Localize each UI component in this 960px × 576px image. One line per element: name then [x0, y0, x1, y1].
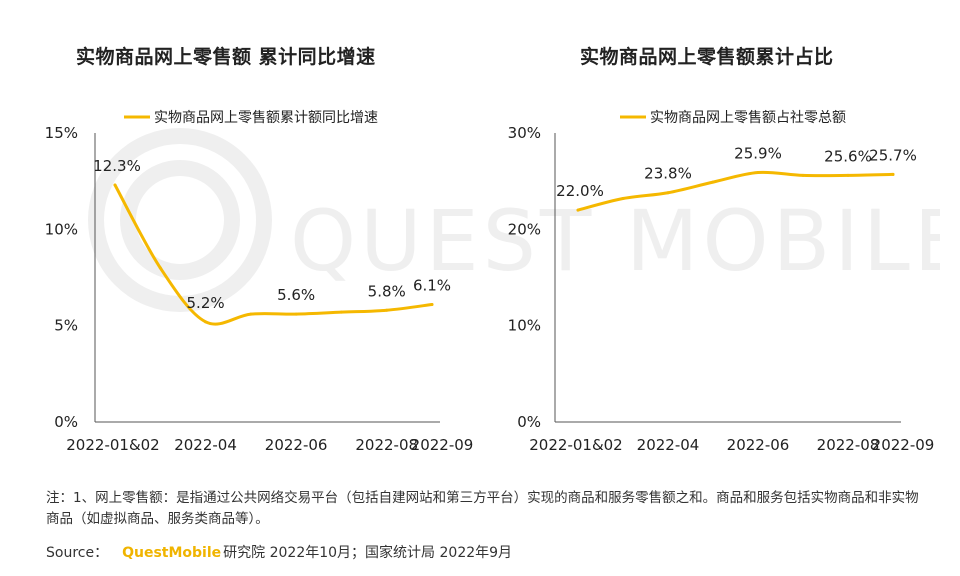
data-label: 25.7% — [869, 146, 917, 164]
y-tick-label: 0% — [517, 413, 541, 431]
data-point — [158, 266, 162, 270]
growth-rate-chart: 15% 10% 5% 0% 2022-01&02 2022-04 2022-06 2022-0… — [45, 110, 474, 454]
right-chart-title: 实物商品网上零售额累计占比 — [580, 46, 834, 68]
share-chart: 30% 20% 10% 0% 2022-01&02 2022-04 2022-06 2022-… — [508, 110, 935, 454]
data-point — [621, 197, 625, 201]
y-tick-label: 10% — [508, 317, 541, 335]
source-text: 研究院 2022年10月；国家统计局 2022年9月 — [223, 545, 513, 561]
data-label: 12.3% — [93, 157, 141, 175]
x-tick-label: 2022-08 — [355, 436, 418, 454]
x-tick-label: 2022-06 — [265, 436, 328, 454]
data-label: 5.8% — [368, 282, 406, 300]
left-chart-title: 实物商品网上零售额 累计同比增速 — [76, 46, 376, 68]
data-point — [249, 312, 253, 316]
series-line — [576, 170, 895, 212]
data-point — [846, 173, 850, 177]
data-point — [385, 308, 389, 312]
data-point — [294, 312, 298, 316]
data-label: 5.6% — [277, 286, 315, 304]
data-point — [339, 310, 343, 314]
data-point — [801, 173, 805, 177]
source-label: Source： — [46, 545, 109, 561]
y-tick-label: 0% — [54, 413, 78, 431]
legend-label: 实物商品网上零售额占社零总额 — [650, 110, 846, 126]
data-label: 5.2% — [187, 294, 225, 312]
x-tick-label: 2022-08 — [817, 436, 880, 454]
data-point — [113, 183, 117, 187]
data-label: 22.0% — [556, 182, 604, 200]
y-tick-label: 20% — [508, 220, 541, 238]
legend-label: 实物商品网上零售额累计额同比增速 — [154, 110, 378, 126]
x-tick-label: 2022-09 — [411, 436, 474, 454]
y-tick-label: 10% — [45, 220, 78, 238]
data-label: 25.9% — [734, 144, 782, 162]
source-line: Source： QuestMobile 研究院 2022年10月；国家统计局 202… — [46, 542, 512, 562]
data-point — [666, 191, 670, 195]
data-point — [204, 320, 208, 324]
x-tick-label: 2022-01&02 — [529, 436, 622, 454]
data-point — [576, 208, 580, 212]
x-tick-label: 2022-06 — [727, 436, 790, 454]
data-point — [756, 170, 760, 174]
x-tick-label: 2022-04 — [174, 436, 237, 454]
y-tick-label: 15% — [45, 124, 78, 142]
x-tick-label: 2022-01&02 — [66, 436, 159, 454]
data-label: 23.8% — [644, 165, 692, 183]
y-tick-label: 30% — [508, 124, 541, 142]
data-point — [711, 180, 715, 184]
data-point — [430, 302, 434, 306]
data-label: 6.1% — [413, 276, 451, 294]
data-label: 25.6% — [824, 147, 872, 165]
data-point — [891, 172, 895, 176]
footnote: 注：1、网上零售额：是指通过公共网络交易平台（包括自建网站和第三方平台）实现的商… — [46, 490, 919, 527]
brand-logo-text: QuestMobile — [122, 545, 222, 561]
x-tick-label: 2022-09 — [872, 436, 935, 454]
x-tick-label: 2022-04 — [637, 436, 700, 454]
y-tick-label: 5% — [54, 317, 78, 335]
